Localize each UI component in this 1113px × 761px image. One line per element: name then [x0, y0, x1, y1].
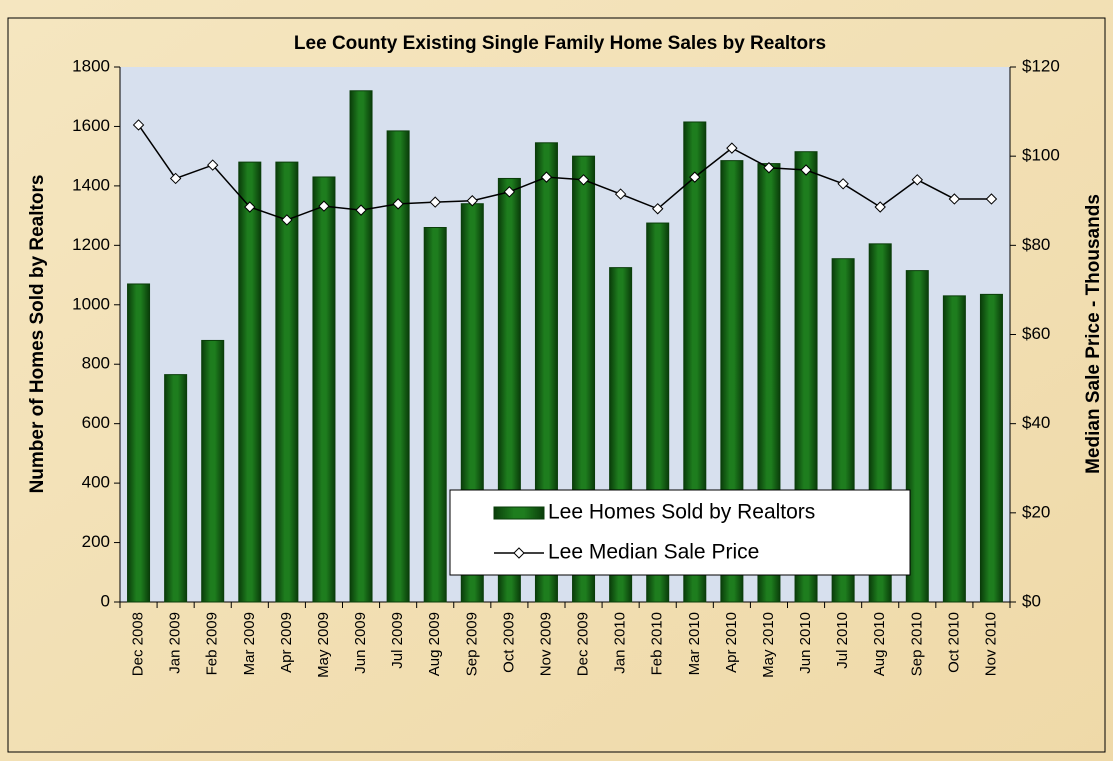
bar	[201, 339, 225, 603]
y-tick-label: 1200	[72, 235, 110, 254]
price-marker	[318, 200, 330, 212]
y2-tick-label: $20	[1022, 502, 1050, 521]
y2-tick-label: $40	[1022, 413, 1050, 432]
price-marker	[577, 174, 590, 186]
price-marker	[874, 201, 886, 213]
x-tick-label: Aug 2010	[871, 612, 888, 676]
x-tick-label: Feb 2009	[204, 612, 221, 675]
x-tick-label: Apr 2009	[278, 612, 295, 673]
y2-tick-label: $60	[1022, 324, 1050, 343]
bar	[312, 176, 336, 603]
x-tick-label: Oct 2009	[500, 612, 517, 673]
y-tick-label: 400	[82, 473, 110, 492]
x-tick-label: Feb 2010	[649, 612, 666, 675]
x-tick-label: Nov 2010	[982, 612, 999, 676]
y-tick-label: 800	[82, 354, 110, 373]
bar	[683, 121, 707, 603]
x-tick-label: Mar 2010	[686, 612, 703, 675]
legend-swatch	[493, 506, 545, 520]
price-marker	[763, 162, 775, 174]
bar	[794, 151, 818, 603]
x-tick-label: Dec 2008	[130, 612, 147, 676]
price-marker	[132, 119, 145, 131]
price-marker	[726, 142, 738, 154]
price-line	[137, 124, 992, 221]
y-tick-label: 600	[82, 413, 110, 432]
price-marker	[244, 201, 256, 213]
y-tick-label: 1800	[72, 56, 110, 75]
price-marker	[503, 186, 516, 198]
y2-tick-label: $80	[1022, 235, 1050, 254]
bar	[127, 283, 151, 603]
price-marker	[466, 195, 478, 207]
price-marker	[281, 214, 293, 226]
bar	[349, 90, 373, 603]
x-tick-label: Jun 2009	[352, 612, 369, 674]
price-marker	[948, 193, 961, 205]
y-tick-label: 1400	[72, 175, 110, 194]
price-marker	[689, 171, 701, 183]
price-marker	[652, 203, 664, 215]
bar	[386, 130, 410, 603]
price-marker	[540, 171, 553, 183]
x-tick-label: Dec 2009	[575, 612, 592, 676]
x-tick-label: Jan 2009	[167, 612, 184, 674]
price-marker	[800, 164, 812, 176]
price-marker	[837, 178, 849, 190]
x-tick-label: Jul 2010	[834, 612, 851, 669]
x-tick-label: Jan 2010	[612, 612, 629, 674]
bar	[979, 293, 1003, 603]
y-tick-label: 200	[82, 532, 110, 551]
x-tick-label: Jun 2010	[797, 612, 814, 674]
bar	[238, 161, 262, 603]
x-tick-label: Nov 2009	[537, 612, 554, 676]
y2-tick-label: $100	[1022, 146, 1060, 165]
legend	[449, 489, 911, 576]
x-tick-label: Jul 2009	[389, 612, 406, 669]
bar	[164, 374, 188, 603]
x-tick-label: May 2009	[315, 612, 332, 678]
price-marker	[614, 188, 627, 200]
chart-title: Lee County Existing Single Family Home S…	[294, 33, 826, 54]
legend-marker	[513, 547, 525, 559]
x-tick-label: Sep 2010	[908, 612, 925, 676]
price-marker	[911, 174, 923, 186]
legend-label: Lee Homes Sold by Realtors	[548, 501, 815, 524]
y2-tick-label: $0	[1022, 591, 1041, 610]
y2-tick-label: $120	[1022, 56, 1060, 75]
y-tick-label: 0	[101, 591, 110, 610]
y-tick-label: 1000	[72, 294, 110, 313]
x-tick-label: Mar 2009	[241, 612, 258, 675]
y-tick-label: 1600	[72, 116, 110, 135]
y2-axis-title: Median Sale Price - Thousands	[1083, 194, 1104, 474]
bar	[534, 142, 558, 603]
bar	[423, 227, 447, 603]
price-marker	[985, 193, 998, 205]
x-tick-label: Oct 2010	[945, 612, 962, 673]
price-marker	[355, 204, 367, 216]
price-marker	[207, 159, 219, 171]
x-tick-label: Sep 2009	[463, 612, 480, 676]
bar	[905, 270, 929, 603]
price-marker	[169, 172, 182, 185]
y-axis-title: Number of Homes Sold by Realtors	[27, 175, 48, 494]
bar	[275, 161, 299, 603]
x-tick-label: Apr 2010	[723, 612, 740, 673]
price-marker	[429, 196, 441, 208]
x-tick-label: May 2010	[760, 612, 777, 678]
chart-border	[7, 17, 1106, 753]
price-marker	[392, 198, 404, 210]
x-tick-label: Aug 2009	[426, 612, 443, 676]
bar	[942, 295, 966, 603]
legend-label: Lee Median Sale Price	[548, 541, 759, 564]
